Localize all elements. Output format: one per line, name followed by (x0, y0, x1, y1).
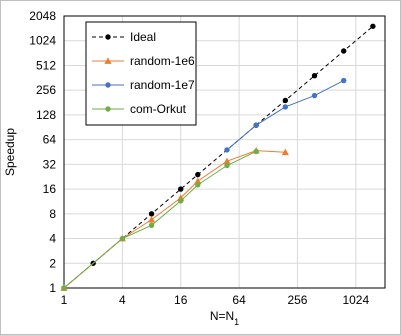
y-tick-label: 64 (43, 133, 57, 147)
x-tick-label: 4 (119, 293, 126, 307)
series-3-point (195, 182, 201, 188)
legend-entry-2: random-1e7 (92, 78, 195, 92)
legend-entry-1-label: random-1e6 (130, 54, 195, 68)
series-3-point (253, 148, 259, 155)
legend-entry-3: com-Orkut (92, 102, 187, 116)
y-tick-label: 8 (49, 207, 56, 221)
legend-entry-3-marker (105, 106, 111, 112)
series-0-point (311, 73, 318, 79)
series-2-point (282, 104, 289, 110)
series-0-point (178, 186, 184, 192)
x-tick-label: 16 (174, 293, 188, 307)
series-3 (61, 148, 259, 291)
legend-entry-1-marker (104, 57, 112, 64)
x-axis-ticks: 1 4 16 64 256 1024 (61, 293, 370, 307)
data-series (60, 23, 376, 291)
y-tick-label: 512 (36, 58, 56, 72)
y-tick-label: 1 (49, 281, 56, 295)
legend-entry-0-label: Ideal (130, 30, 156, 44)
y-axis-title: Speedup (3, 128, 17, 176)
x-tick-label: 1 (61, 293, 68, 307)
y-tick-label: 128 (36, 108, 56, 122)
series-2-point (253, 122, 259, 128)
legend-entry-0-marker (105, 34, 111, 40)
x-axis-title-main: N=N (210, 309, 234, 323)
series-1-point (147, 216, 156, 223)
legend-entry-2-label: random-1e7 (130, 78, 195, 92)
legend-entry-2-marker (105, 82, 111, 88)
series-1-point (281, 148, 289, 156)
y-tick-label: 2 (49, 256, 56, 270)
series-0-point (148, 211, 155, 217)
series-0-point (370, 23, 376, 29)
series-0-point (282, 97, 289, 104)
y-tick-label: 4 (49, 232, 56, 246)
y-tick-label: 2048 (29, 9, 56, 23)
y-tick-label: 1024 (29, 34, 56, 48)
x-axis-title-subscript: 1 (234, 317, 239, 327)
series-0-point (195, 171, 201, 178)
x-tick-label: 1024 (342, 293, 369, 307)
legend-entry-0: Ideal (92, 30, 156, 44)
series-3-point (178, 198, 184, 204)
legend-box (85, 21, 197, 126)
y-tick-label: 32 (43, 157, 57, 171)
series-3-point (224, 162, 230, 169)
series-3-point (119, 235, 126, 242)
x-tick-label: 256 (287, 293, 307, 307)
series-1-line (63, 150, 286, 289)
series-2-point (224, 147, 230, 153)
series-2 (224, 77, 347, 153)
y-tick-label: 256 (36, 83, 56, 97)
y-tick-label: 16 (43, 182, 57, 196)
series-3-point (61, 285, 67, 291)
legend-entry-1: random-1e6 (92, 54, 195, 68)
legend: Ideal random-1e6 random-1e7 com-Orkut (85, 21, 197, 126)
series-0-point (341, 48, 347, 54)
series-1-point (223, 157, 231, 165)
series-2-point (311, 92, 318, 99)
x-axis-title: N=N1 (210, 309, 239, 327)
x-tick-label: 64 (232, 293, 246, 307)
y-axis-ticks: 1 2 4 8 16 32 64 128 256 512 1024 2048 (29, 9, 56, 295)
series-2-point (341, 77, 347, 84)
legend-entry-3-label: com-Orkut (130, 102, 187, 116)
plot-area-frame (63, 15, 386, 289)
series-3-point (148, 222, 155, 228)
series-1-point (194, 177, 202, 185)
